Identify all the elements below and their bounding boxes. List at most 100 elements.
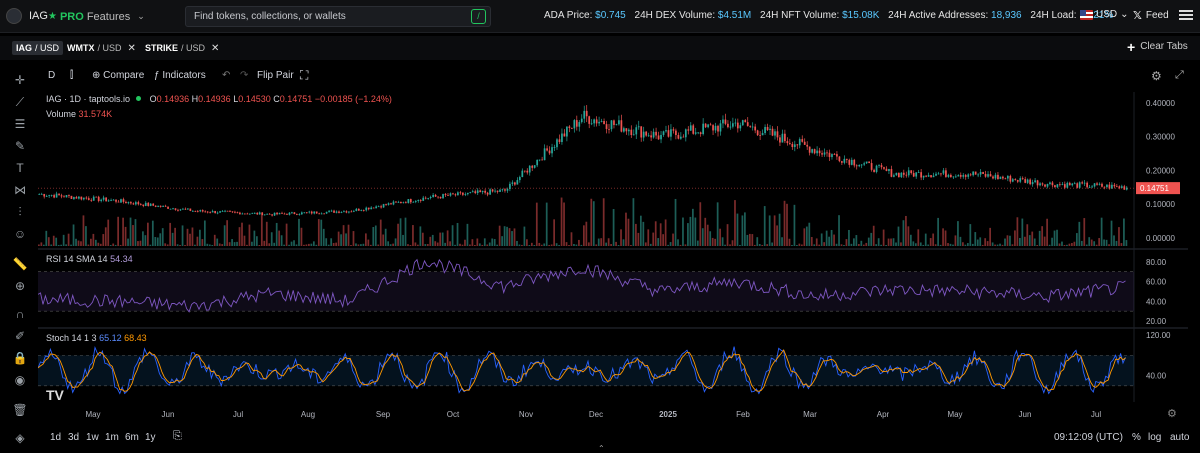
range-1d[interactable]: 1d	[50, 432, 62, 443]
candle-body	[791, 143, 794, 148]
volume-bar	[1071, 243, 1073, 246]
candle-body	[348, 211, 350, 213]
clock-utc[interactable]: 09:12:09 (UTC)	[1054, 432, 1123, 443]
search-input[interactable]: Find tokens, collections, or wallets /	[185, 6, 491, 27]
candle-type-icon[interactable]: ⫿	[70, 70, 74, 81]
volume-bar	[746, 234, 749, 246]
candle-body	[318, 213, 321, 215]
trash-icon[interactable]: 🗑	[12, 403, 28, 417]
candle-body	[873, 169, 875, 172]
compare-button[interactable]: ⊕ Compare	[92, 70, 145, 81]
volume-bar	[625, 212, 627, 246]
candle-body	[288, 212, 291, 215]
emoji-icon[interactable]: ☺	[13, 227, 27, 241]
volume-bar	[1085, 244, 1088, 246]
volume-bar	[77, 240, 80, 246]
close-icon[interactable]: ✕	[127, 42, 136, 54]
brush-icon[interactable]: ✎	[14, 139, 26, 153]
chevron-up-icon[interactable]: ⌃	[598, 444, 605, 453]
pro-features-menu[interactable]: ★ PRO Features ⌄	[48, 9, 145, 24]
currency-selector[interactable]: USD ⌄	[1080, 9, 1129, 20]
tab-wmtx-usd[interactable]: WMTX / USD ✕	[67, 42, 136, 54]
redo-icon[interactable]: ↷	[240, 70, 249, 81]
interval-button[interactable]: D	[48, 70, 56, 81]
flip-pair-button[interactable]: Flip Pair	[257, 70, 294, 81]
fullscreen-icon[interactable]: ⛶	[300, 68, 309, 82]
candle-body	[828, 152, 831, 158]
volume-bar	[161, 228, 164, 246]
scale-log-toggle[interactable]: log	[1148, 432, 1162, 443]
volume-bar	[213, 234, 216, 246]
volume-bar	[875, 244, 878, 246]
close-icon[interactable]: ✕	[211, 42, 220, 54]
undo-icon[interactable]: ↶	[222, 70, 231, 81]
fib-lines-icon[interactable]: ☰	[14, 117, 26, 131]
time-axis-label: Oct	[447, 410, 460, 419]
range-1m[interactable]: 1m	[105, 432, 119, 443]
search-placeholder: Find tokens, collections, or wallets	[194, 11, 346, 22]
lock-icon[interactable]: 🔒	[12, 351, 28, 365]
ruler-icon[interactable]: 📏	[12, 257, 28, 271]
pattern-icon[interactable]: ⋈	[14, 183, 26, 197]
range-3d[interactable]: 3d	[68, 432, 80, 443]
zoom-in-icon[interactable]: ⊕	[14, 279, 26, 293]
volume-bar	[778, 213, 781, 246]
volume-bar	[109, 244, 112, 246]
crosshair-icon[interactable]: ✛	[14, 73, 26, 87]
volume-bar	[912, 241, 915, 246]
volume-bar	[528, 244, 531, 246]
volume-bar	[535, 202, 538, 246]
stoch-d-value: 68.43	[124, 333, 147, 343]
volume-bar	[927, 244, 930, 246]
volume-bar	[156, 237, 159, 246]
candle-body	[823, 152, 826, 155]
tab-iag-usd[interactable]: IAG / USD	[12, 41, 64, 55]
candle-body	[848, 159, 851, 165]
candle-body	[1051, 182, 1054, 186]
volume-bar	[602, 198, 605, 246]
settings-gear-icon[interactable]: ⚙	[1151, 69, 1162, 83]
candle-body	[97, 196, 100, 201]
hamburger-menu-icon[interactable]	[1179, 8, 1193, 22]
eye-icon[interactable]: ◉	[14, 373, 26, 387]
volume-bar	[753, 244, 756, 246]
volume-bar	[444, 242, 447, 246]
magnet-icon[interactable]: ∩	[15, 307, 25, 321]
candle-body	[811, 149, 814, 153]
indicators-button[interactable]: ƒ Indicators	[154, 70, 206, 81]
clear-tabs-button[interactable]: + Clear Tabs	[1127, 38, 1188, 55]
taptools-logo[interactable]	[6, 8, 22, 24]
volume-bar	[501, 236, 503, 246]
scale-auto-toggle[interactable]: auto	[1170, 432, 1190, 443]
chart-area[interactable]: 0.14751 0.40000 0.30000 0.20000 0.10000 0.000…	[37, 92, 1188, 422]
drawing-tools-sidebar: ✛ ⟋ ☰ ✎ T ⋈ ⫶ ☺ 📏 ⊕ ∩ ✐ 🔒 ◉ 🗑	[0, 66, 40, 424]
candle-body	[895, 172, 898, 176]
lock-draw-icon[interactable]: ✐	[14, 329, 26, 343]
candle-body	[697, 132, 700, 134]
measure-lines-icon[interactable]: ⫶	[18, 205, 22, 219]
feed-button[interactable]: 𝕏 Feed	[1133, 9, 1169, 22]
volume-bar	[947, 243, 949, 246]
expand-icon[interactable]: ⤢	[1175, 69, 1184, 81]
text-icon[interactable]: T	[16, 161, 24, 175]
candle-body	[144, 202, 147, 206]
range-6m[interactable]: 6m	[125, 432, 139, 443]
layers-icon[interactable]: ◈	[15, 431, 25, 445]
date-range-icon[interactable]: ⎘	[173, 430, 182, 442]
volume-bar	[1080, 240, 1083, 246]
volume-bar	[1061, 241, 1063, 246]
trend-line-icon[interactable]: ⟋	[15, 95, 25, 109]
legend-title: IAG · 1D · taptools.io	[46, 94, 131, 104]
rsi-axis-label: 60.00	[1146, 278, 1167, 287]
range-1w[interactable]: 1w	[86, 432, 99, 443]
volume-bar	[1043, 236, 1046, 246]
range-1y[interactable]: 1y	[145, 432, 156, 443]
candle-body	[90, 199, 93, 201]
search-shortcut-key: /	[471, 9, 486, 24]
scale-percent-toggle[interactable]: %	[1132, 432, 1141, 443]
tab-strike-usd[interactable]: STRIKE / USD ✕	[145, 42, 220, 54]
auto-scale-gear-icon[interactable]: ⚙	[1167, 408, 1177, 420]
price-chart-svg[interactable]: 0.14751 0.40000 0.30000 0.20000 0.10000 0.000…	[37, 92, 1188, 422]
volume-bar	[407, 244, 409, 246]
volume-bar	[590, 198, 593, 246]
